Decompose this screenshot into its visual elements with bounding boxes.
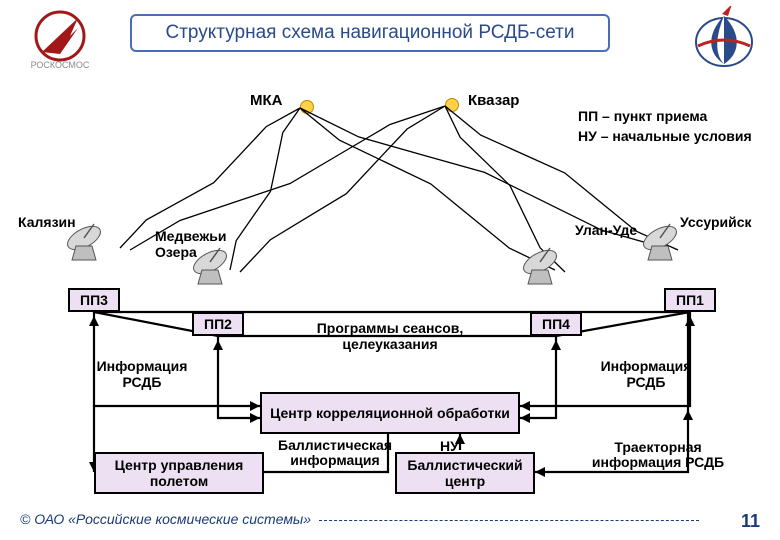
pp1-label: ПП1 [676,292,704,308]
station-kalyazin: Калязин [18,214,76,230]
station-medvezhyi: Медвежьи Озера [155,228,245,260]
flight-center-box: Центр управления полетом [94,452,264,494]
mka-dot-legend-icon [300,100,314,114]
footer: © ОАО «Российские космические системы» 1… [20,511,760,532]
ballistic-center-box: Баллистический центр [395,452,535,494]
title-text: Структурная схема навигационной РСДБ-сет… [166,22,575,43]
pp4-label: ПП4 [542,316,570,332]
station-ussuriysk: Уссурийск [680,214,752,230]
quasar-dot-legend-icon [445,98,459,112]
traj-info-label: Траекторная информация РСДБ [578,440,738,471]
page-number: 11 [741,511,760,532]
pp3-label: ПП3 [80,292,108,308]
corr-center-box: Центр корреляционной обработки [260,392,520,434]
ballistic-center-label: Баллистический центр [397,457,533,489]
legend-pp: ПП – пункт приема [578,108,707,124]
pp2-box: ПП2 [192,312,244,336]
svg-text:РОСКОСМОС: РОСКОСМОС [31,60,90,70]
logo-right-icon [688,6,760,70]
quasar-label: Квазар [468,92,519,109]
logo-left-icon: РОСКОСМОС [20,8,110,72]
legend-nu: НУ – начальные условия [578,128,752,144]
pp1-box: ПП1 [664,288,716,312]
station-ulanude: Улан-Уде [575,222,637,238]
pp2-label: ПП2 [204,316,232,332]
corr-center-label: Центр корреляционной обработки [270,405,510,421]
mka-label: МКА [250,92,282,109]
info-rsdb-left: Информация РСДБ [82,358,202,390]
pp4-box: ПП4 [530,312,582,336]
programs-label: Программы сеансов, целеуказания [300,320,480,352]
ballistic-info-label: Баллистическая информация [270,438,400,469]
info-rsdb-right: Информация РСДБ [586,358,706,390]
title-box: Структурная схема навигационной РСДБ-сет… [130,14,610,52]
flight-center-label: Центр управления полетом [96,457,262,489]
pp3-box: ПП3 [68,288,120,312]
footer-copyright: © ОАО «Российские космические системы» [20,511,311,527]
